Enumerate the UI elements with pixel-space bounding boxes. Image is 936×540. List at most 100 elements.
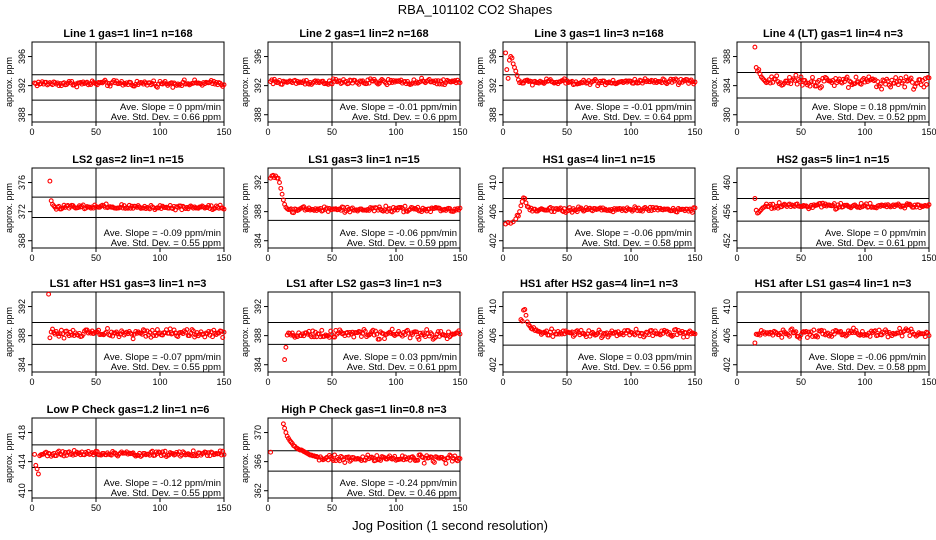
data-point [513, 68, 519, 74]
slope-annotation: Ave. Slope = -0.01 ppm/min [575, 102, 692, 113]
chart-panel-10: LS1 after LS2 gas=3 lin=1 n=3 0 50 100 150 38… [240, 278, 468, 387]
data-point [366, 80, 372, 86]
y-tick-label: 396 [17, 49, 27, 64]
data-point [221, 452, 227, 458]
data-point [311, 334, 317, 340]
slope-annotation: Ave. Slope = -0.12 ppm/min [104, 478, 221, 489]
x-tick-label: 50 [796, 377, 806, 387]
data-point [188, 331, 194, 337]
x-tick-label: 50 [562, 377, 572, 387]
data-point [149, 327, 155, 333]
data-point [376, 80, 382, 86]
data-point [550, 334, 556, 339]
data-point [849, 330, 855, 336]
data-point [402, 203, 408, 209]
y-tick-label: 392 [17, 78, 27, 93]
x-tick-label: 100 [152, 253, 167, 263]
data-point [283, 344, 289, 350]
chart-panel-11: HS1 after HS2 gas=4 lin=1 n=3 0 50 100 150 40… [475, 278, 703, 387]
x-tick-label: 100 [857, 253, 872, 263]
data-point [774, 73, 780, 79]
panel-title: Line 4 (LT) gas=1 lin=4 n=3 [763, 28, 903, 40]
data-point [519, 318, 525, 324]
data-point [184, 327, 190, 333]
chart-panel-6: LS1 gas=3 lin=1 n=15 0 50 100 150 384 388 392ap… [240, 154, 468, 263]
data-point [268, 449, 274, 455]
data-point [574, 209, 580, 215]
chart-panel-3: Line 3 gas=1 lin=3 n=168 0 50 100 150 388 392 3… [475, 28, 703, 137]
y-tick-label: 388 [253, 328, 263, 343]
x-tick-label: 0 [265, 253, 270, 263]
data-point [821, 328, 827, 334]
data-point [457, 80, 463, 86]
data-point [416, 336, 422, 342]
data-point [807, 83, 813, 89]
chart-panel-7: HS1 gas=4 lin=1 n=15 0 50 100 150 402 406 410ap… [475, 154, 703, 263]
data-point [220, 335, 226, 340]
data-point [60, 449, 66, 455]
panel-title: HS1 gas=4 lin=1 n=15 [543, 154, 656, 166]
y-tick-label: 452 [722, 233, 732, 248]
y-axis-label: approx. ppm [240, 307, 250, 357]
y-axis-label: approx. ppm [4, 57, 14, 107]
data-point [376, 336, 382, 342]
x-tick-label: 100 [388, 253, 403, 263]
data-point [69, 332, 75, 338]
data-point [877, 81, 883, 87]
data-point [221, 206, 227, 212]
panel-title: Line 3 gas=1 lin=3 n=168 [534, 28, 663, 40]
data-point [142, 328, 148, 334]
data-point [895, 330, 901, 336]
x-tick-label: 150 [452, 377, 467, 387]
y-tick-label: 410 [722, 299, 732, 314]
data-point [46, 291, 52, 297]
x-tick-label: 100 [388, 503, 403, 513]
panel-title: HS2 gas=5 lin=1 n=15 [777, 154, 890, 166]
x-tick-label: 0 [265, 127, 270, 137]
y-tick-label: 372 [17, 204, 27, 219]
data-point [917, 77, 923, 83]
std-dev-annotation: Ave. Std. Dev. = 0.58 ppm [582, 238, 692, 249]
y-tick-label: 418 [17, 425, 27, 440]
data-point [329, 81, 335, 87]
data-point [424, 327, 430, 333]
data-point [692, 205, 698, 211]
data-point [898, 75, 904, 81]
y-tick-label: 460 [722, 175, 732, 190]
data-point [752, 44, 758, 50]
data-point [105, 326, 110, 331]
x-tick-label: 0 [29, 377, 34, 387]
chart-panel-5: LS2 gas=2 lin=1 n=15 0 50 100 150 368 372 376ap… [4, 154, 232, 263]
y-axis-label: approx. ppm [240, 57, 250, 107]
x-tick-label: 150 [921, 377, 936, 387]
data-point [96, 327, 102, 333]
data-point [370, 327, 376, 333]
data-point [374, 453, 380, 459]
data-point [803, 329, 809, 334]
data-point [586, 328, 592, 334]
y-tick-label: 392 [253, 299, 263, 314]
data-point [776, 200, 782, 206]
data-point [811, 327, 817, 333]
x-tick-label: 100 [388, 377, 403, 387]
data-point [923, 82, 929, 87]
x-tick-label: 150 [216, 127, 231, 137]
data-point [429, 331, 435, 337]
slope-annotation: Ave. Slope = 0.03 ppm/min [578, 352, 692, 363]
data-point [857, 205, 863, 211]
x-tick-label: 50 [91, 127, 101, 137]
data-point [376, 456, 382, 462]
slope-annotation: Ave. Slope = 0 ppm/min [825, 228, 926, 239]
x-tick-label: 0 [500, 253, 505, 263]
x-tick-label: 100 [152, 377, 167, 387]
data-point [752, 196, 758, 201]
data-point [504, 67, 510, 73]
y-tick-label: 402 [722, 357, 732, 372]
data-point [752, 340, 758, 346]
data-point [435, 329, 441, 335]
x-tick-label: 150 [921, 253, 936, 263]
data-point [505, 220, 511, 225]
std-dev-annotation: Ave. Std. Dev. = 0.58 ppm [816, 362, 926, 373]
data-point [509, 55, 515, 61]
y-tick-label: 392 [488, 78, 498, 93]
